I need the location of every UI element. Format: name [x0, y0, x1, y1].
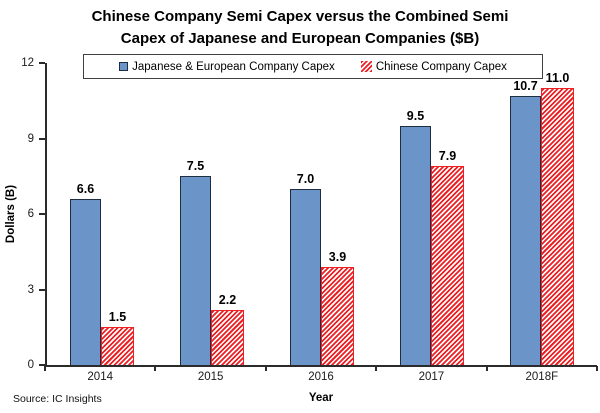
x-tick-mark [485, 366, 488, 371]
bar-value-label: 1.5 [108, 310, 127, 325]
bar-value-label: 7.5 [186, 159, 205, 174]
y-tick-mark [39, 213, 45, 215]
legend-item-japanese-european: Japanese & European Company Capex [119, 61, 335, 73]
legend: Japanese & European Company Capex Chinese… [83, 54, 543, 79]
y-axis-title: Dollars (B) [5, 184, 17, 244]
x-axis-title: Year [308, 392, 334, 404]
source-note: Source: IC Insights [13, 393, 102, 405]
x-axis-labels: 2014 2015 2016 2017 2018F [45, 371, 597, 383]
bar-value-label: 7.0 [296, 171, 315, 186]
bar-group-2016: 7.0 3.9 [267, 63, 377, 365]
legend-marker-red-hatch-icon [360, 61, 372, 72]
x-tick-mark [264, 366, 267, 371]
x-tick-mark [154, 366, 157, 371]
legend-marker-blue-square-icon [119, 62, 129, 71]
y-tick-label: 0 [27, 359, 34, 371]
bar-value-label: 7.9 [438, 149, 457, 164]
bar-chinese: 1.5 [101, 310, 134, 365]
bar-chinese: 3.9 [321, 250, 354, 365]
bar-group-2014: 6.6 1.5 [47, 63, 157, 365]
x-tick-label-2014: 2014 [87, 371, 113, 383]
bar-groups: 6.6 1.5 7.5 2.2 7.0 3.9 9.5 7.9 10.7 11.0 [47, 63, 597, 365]
bar-chinese: 7.9 [431, 149, 464, 365]
x-tick-mark [375, 366, 378, 371]
y-tick-label: 6 [27, 208, 34, 220]
bar-japanese-european: 7.5 [180, 159, 211, 365]
bar-group-2017: 9.5 7.9 [377, 63, 487, 365]
bar-japanese-european: 9.5 [400, 109, 431, 365]
y-tick-label: 12 [21, 57, 34, 69]
chart-title-line2: Capex of Japanese and European Companies… [120, 30, 480, 47]
y-tick-label: 3 [27, 283, 34, 296]
y-tick-mark [39, 288, 45, 291]
bar-japanese-european: 7.0 [290, 172, 321, 365]
legend-label: Chinese Company Capex [375, 60, 507, 73]
bar-value-label: 9.5 [406, 108, 425, 123]
y-tick-mark [39, 62, 45, 64]
legend-label: Japanese & European Company Capex [132, 60, 335, 73]
bar-chinese: 11.0 [541, 71, 574, 365]
chart-title-line1: Chinese Company Semi Capex versus the Co… [91, 8, 509, 25]
y-tick-mark [39, 364, 45, 366]
x-tick-label-2017: 2017 [418, 371, 445, 383]
y-axis: 0 3 6 9 12 [0, 57, 45, 371]
bar-japanese-european: 10.7 [510, 79, 541, 365]
bar-value-label: 2.2 [218, 292, 237, 307]
bar-value-label: 10.7 [513, 78, 538, 93]
x-tick-mark [44, 366, 46, 371]
bar-japanese-european: 6.6 [70, 182, 101, 365]
bar-group-2015: 7.5 2.2 [157, 63, 267, 365]
legend-item-chinese: Chinese Company Capex [360, 60, 507, 73]
bar-chinese: 2.2 [211, 293, 244, 365]
x-tick-label-2016: 2016 [308, 371, 334, 383]
x-tick-mark [596, 366, 598, 371]
bar-value-label: 11.0 [545, 71, 570, 86]
bar-value-label: 3.9 [328, 249, 347, 264]
y-tick-mark [39, 137, 45, 140]
x-tick-label-2018f: 2018F [525, 371, 559, 383]
y-tick-label: 9 [27, 132, 34, 145]
x-axis-ticks [44, 365, 598, 371]
x-tick-label-2015: 2015 [197, 371, 224, 383]
bar-group-2018f: 10.7 11.0 [487, 63, 597, 365]
bar-value-label: 6.6 [76, 181, 95, 196]
chart-title: Chinese Company Semi Capex versus the Co… [0, 6, 600, 50]
plot-area: 6.6 1.5 7.5 2.2 7.0 3.9 9.5 7.9 10.7 11.0 [45, 63, 597, 367]
